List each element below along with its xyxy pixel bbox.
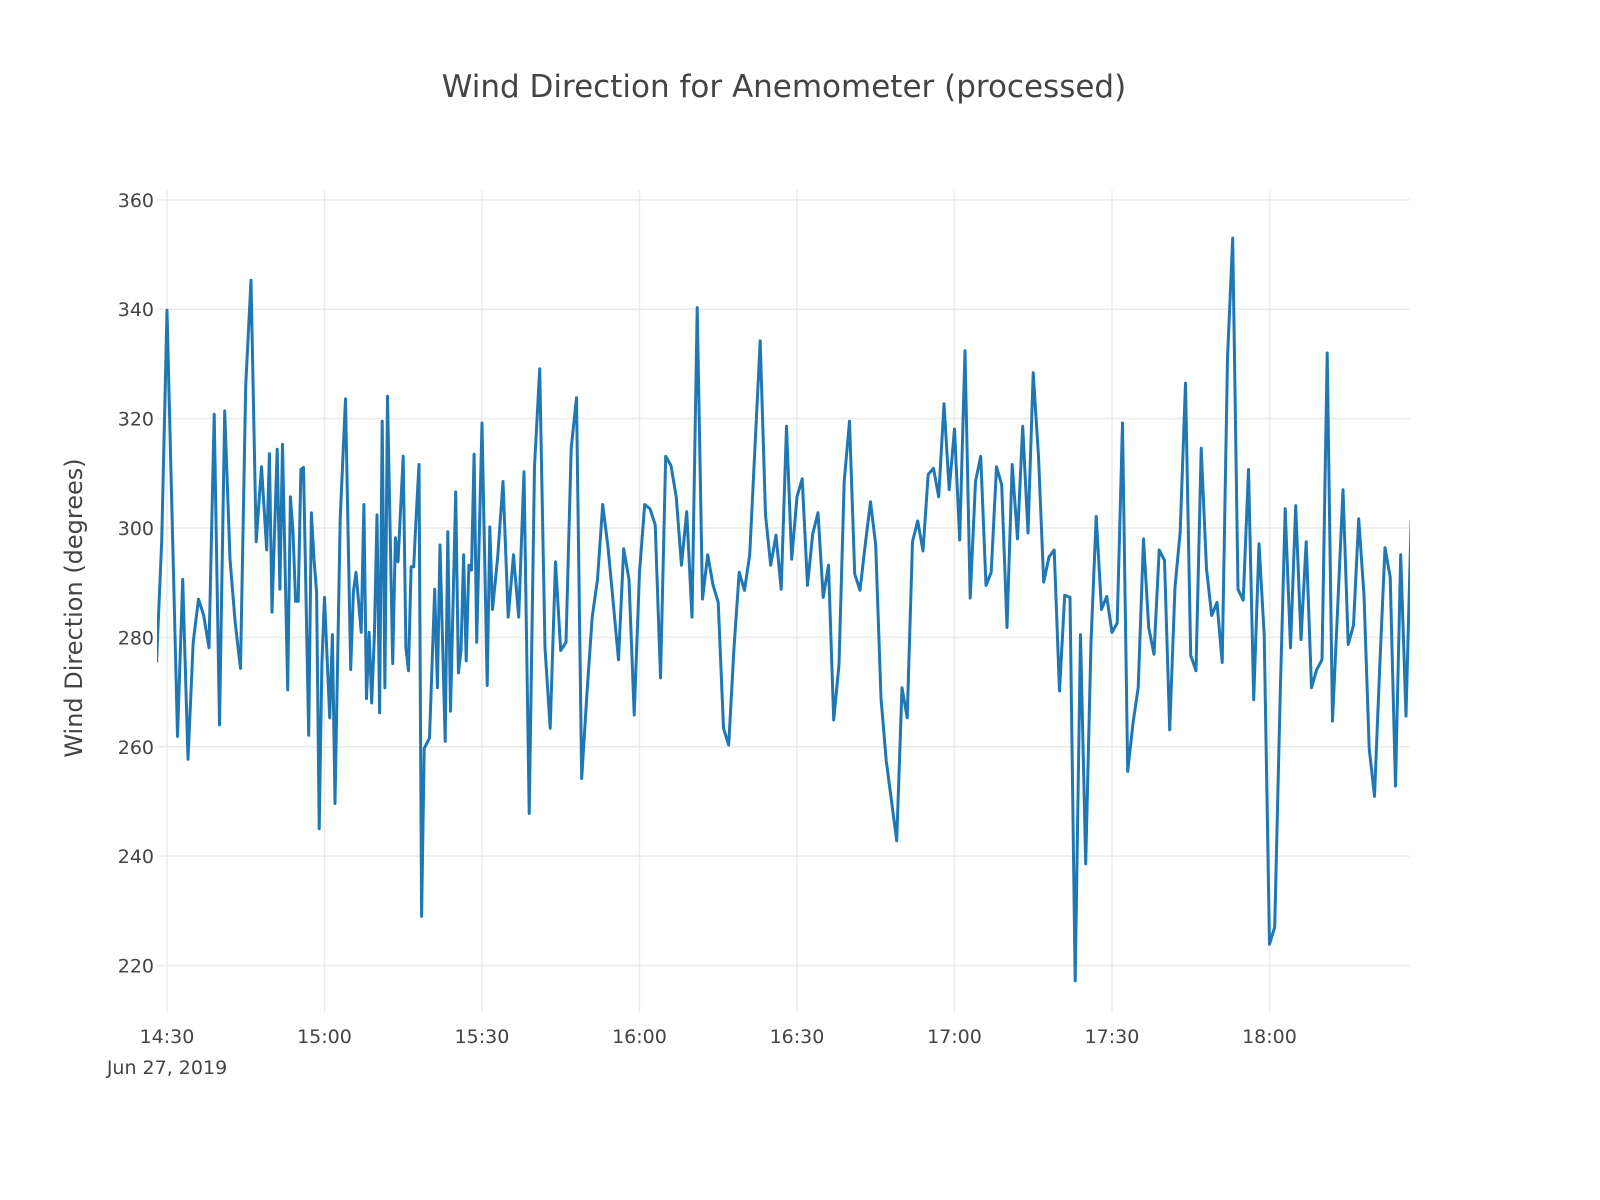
y-tick-label: 320 xyxy=(118,409,154,431)
x-tick-label: 15:30 xyxy=(455,1026,510,1048)
x-tick-label: 15:00 xyxy=(297,1026,352,1048)
y-tick-label: 300 xyxy=(118,518,154,540)
series-line-wind-direction xyxy=(157,236,1410,983)
x-tick-label: 17:30 xyxy=(1085,1026,1140,1048)
x-axis-date-label: Jun 27, 2019 xyxy=(106,1057,227,1079)
y-axis-ticks: 220 240 260 280 300 320 340 360 xyxy=(118,190,154,978)
x-tick-label: 16:00 xyxy=(612,1026,667,1048)
x-tick-label: 16:30 xyxy=(770,1026,825,1048)
x-tick-label: 14:30 xyxy=(140,1026,195,1048)
y-axis-title: Wind Direction (degrees) xyxy=(60,458,88,757)
x-tick-label: 18:00 xyxy=(1242,1026,1297,1048)
y-tick-label: 220 xyxy=(118,956,154,978)
chart-title: Wind Direction for Anemometer (processed… xyxy=(442,69,1126,105)
y-tick-label: 340 xyxy=(118,299,154,321)
y-tick-label: 260 xyxy=(118,737,154,759)
x-axis-ticks: 14:30 15:00 15:30 16:00 16:30 17:00 17:30 18:00 xyxy=(140,1026,1297,1048)
x-tick-label: 17:00 xyxy=(927,1026,982,1048)
y-tick-label: 360 xyxy=(118,190,154,212)
y-tick-label: 280 xyxy=(118,627,154,649)
y-tick-label: 240 xyxy=(118,846,154,868)
